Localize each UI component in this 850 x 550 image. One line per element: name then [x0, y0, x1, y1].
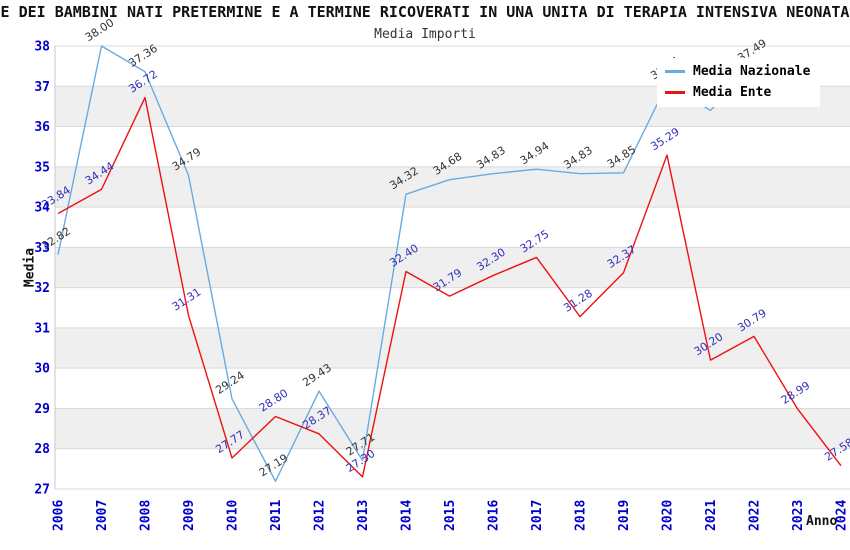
legend-label: Media Ente	[693, 85, 772, 100]
x-axis-title: Anno	[806, 514, 838, 529]
point-label: 29.24	[213, 369, 246, 397]
x-tick-label: 2018	[574, 500, 589, 531]
x-tick-label: 2015	[443, 500, 458, 531]
legend-line-swatch-ente	[665, 91, 685, 94]
series-line-media-ente	[57, 96, 842, 478]
x-tick-label: 2024	[835, 500, 850, 531]
y-tick-label: 34	[34, 201, 50, 216]
chart-subtitle: Media Importi	[374, 27, 476, 42]
x-tick-label: 2017	[530, 500, 545, 531]
x-tick-label: 2019	[617, 500, 632, 531]
y-tick-label: 29	[34, 402, 50, 417]
x-tick-label: 2023	[791, 500, 806, 531]
chart-title: IE DEI BAMBINI NATI PRETERMINE E A TERMI…	[0, 3, 850, 21]
plot-band	[55, 166, 850, 208]
x-tick-label: 2010	[226, 500, 241, 531]
y-tick-label: 33	[34, 241, 50, 256]
y-tick-label: 27	[34, 483, 50, 498]
x-tick-label: 2007	[95, 500, 110, 531]
legend: Media Nazionale Media Ente	[657, 58, 821, 107]
legend-label: Media Nazionale	[693, 64, 811, 79]
x-tick-label: 2009	[182, 500, 197, 531]
legend-item-media-nazionale: Media Nazionale	[665, 64, 810, 79]
x-tick-label: 2013	[356, 500, 371, 531]
point-label: 34.94	[518, 139, 551, 167]
point-label: 31.28	[561, 287, 594, 315]
y-tick-label: 38	[34, 40, 50, 55]
plot-band	[55, 247, 850, 288]
y-tick-label: 28	[34, 442, 50, 457]
y-tick-label: 31	[34, 321, 50, 336]
x-tick-label: 2011	[269, 500, 284, 531]
plot-band	[55, 327, 850, 369]
legend-line-swatch-nazionale	[665, 70, 685, 73]
plot-band	[55, 408, 850, 449]
legend-item-media-ente: Media Ente	[665, 85, 810, 100]
x-tick-label: 2016	[487, 500, 502, 531]
point-label: 35.29	[648, 125, 681, 153]
x-tick-label: 2021	[704, 500, 719, 531]
series-line-media-nazionale	[57, 45, 755, 483]
point-label: 38.00	[83, 16, 116, 44]
y-tick-label: 30	[34, 362, 50, 377]
point-label: 28.99	[779, 379, 812, 407]
x-tick-label: 2008	[139, 500, 154, 531]
y-tick-label: 37	[34, 80, 50, 95]
y-tick-label: 35	[34, 160, 50, 175]
y-tick-label: 32	[34, 281, 50, 296]
x-tick-label: 2020	[661, 500, 676, 531]
x-tick-label: 2022	[748, 500, 763, 531]
x-tick-label: 2006	[52, 500, 67, 531]
y-tick-label: 36	[34, 120, 50, 135]
x-tick-label: 2014	[400, 500, 415, 531]
x-tick-label: 2012	[313, 500, 328, 531]
